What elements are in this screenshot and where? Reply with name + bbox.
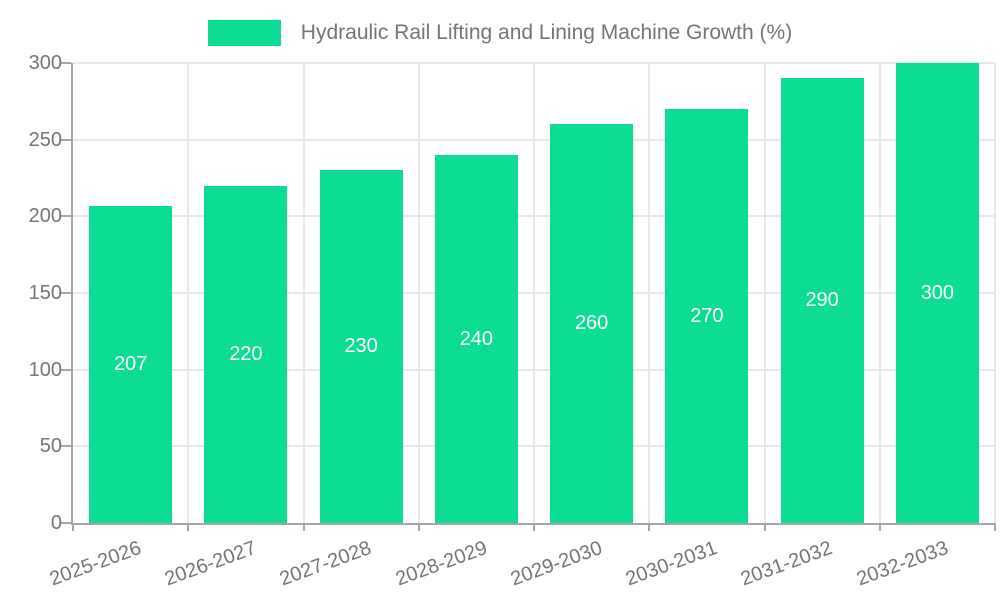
legend-label: Hydraulic Rail Lifting and Lining Machin… (300, 21, 793, 44)
bar-value-label: 290 (805, 289, 839, 312)
y-axis-tick (61, 215, 71, 218)
y-axis-tick (61, 138, 71, 141)
bar[interactable]: 290 (780, 78, 864, 523)
bar-value-label: 270 (690, 304, 724, 327)
bar[interactable]: 230 (319, 170, 403, 523)
x-axis-tick (302, 523, 305, 531)
bar-value-label: 300 (920, 281, 955, 304)
y-axis-tick-label: 50 (39, 435, 62, 458)
bar-value-label: 230 (344, 335, 378, 358)
x-axis-tick-label: 2025-2026 (46, 537, 145, 591)
x-axis-tick-label: 2027-2028 (277, 537, 375, 591)
bar-value-label: 260 (574, 312, 609, 335)
bar-value-label: 220 (229, 342, 263, 365)
gridline-vertical (417, 63, 420, 523)
y-axis-tick (61, 368, 71, 371)
plot-area: 207 220 230 240 260 270 290 300 (61, 62, 996, 531)
y-axis-tick-label: 200 (28, 205, 62, 228)
x-axis-tick-label: 2030-2031 (622, 537, 721, 591)
bar[interactable]: 300 (895, 63, 979, 523)
x-axis-line (71, 523, 995, 525)
y-axis-tick (61, 62, 71, 64)
legend-swatch (207, 20, 281, 46)
x-axis-tick-label: 2032-2033 (853, 537, 951, 591)
y-axis-tick-label: 300 (28, 52, 62, 74)
bar-value-label: 207 (113, 352, 148, 375)
gridline-vertical (763, 63, 766, 523)
y-axis-tick-label: 0 (50, 512, 62, 534)
x-axis-tick (648, 523, 651, 531)
gridline-vertical (187, 63, 190, 523)
x-axis-tick (763, 523, 766, 531)
x-axis-tick (994, 523, 996, 531)
gridline-vertical (994, 63, 996, 523)
chart-legend[interactable]: Hydraulic Rail Lifting and Lining Machin… (0, 19, 1000, 47)
x-axis-tick-label: 2028-2029 (392, 537, 490, 591)
x-axis-tick (417, 523, 420, 531)
x-axis-tick-label: 2031-2032 (738, 537, 836, 591)
y-axis-line (71, 63, 73, 523)
bar[interactable]: 270 (665, 109, 749, 523)
x-axis-tick (72, 523, 74, 531)
bar[interactable]: 220 (204, 185, 288, 523)
y-axis-tick (61, 445, 71, 448)
y-axis-tick-label: 250 (28, 128, 62, 151)
x-axis-tick (878, 523, 881, 531)
gridline-vertical (302, 63, 305, 523)
y-axis-tick (61, 522, 71, 524)
x-axis-tick-label: 2029-2030 (507, 537, 606, 591)
bar[interactable]: 260 (550, 124, 634, 523)
bar[interactable]: 240 (434, 155, 518, 523)
y-axis-tick-label: 150 (28, 282, 62, 304)
bar[interactable]: 207 (89, 205, 173, 523)
x-axis-tick (187, 523, 190, 531)
x-axis-tick-label: 2026-2027 (161, 537, 260, 591)
y-axis-tick (61, 292, 71, 294)
gridline-vertical (878, 63, 881, 523)
gridline-vertical (533, 63, 535, 523)
bar-value-label: 240 (459, 327, 494, 350)
x-axis-tick (533, 523, 535, 531)
y-axis-tick-label: 100 (28, 358, 62, 381)
gridline-vertical (648, 63, 651, 523)
